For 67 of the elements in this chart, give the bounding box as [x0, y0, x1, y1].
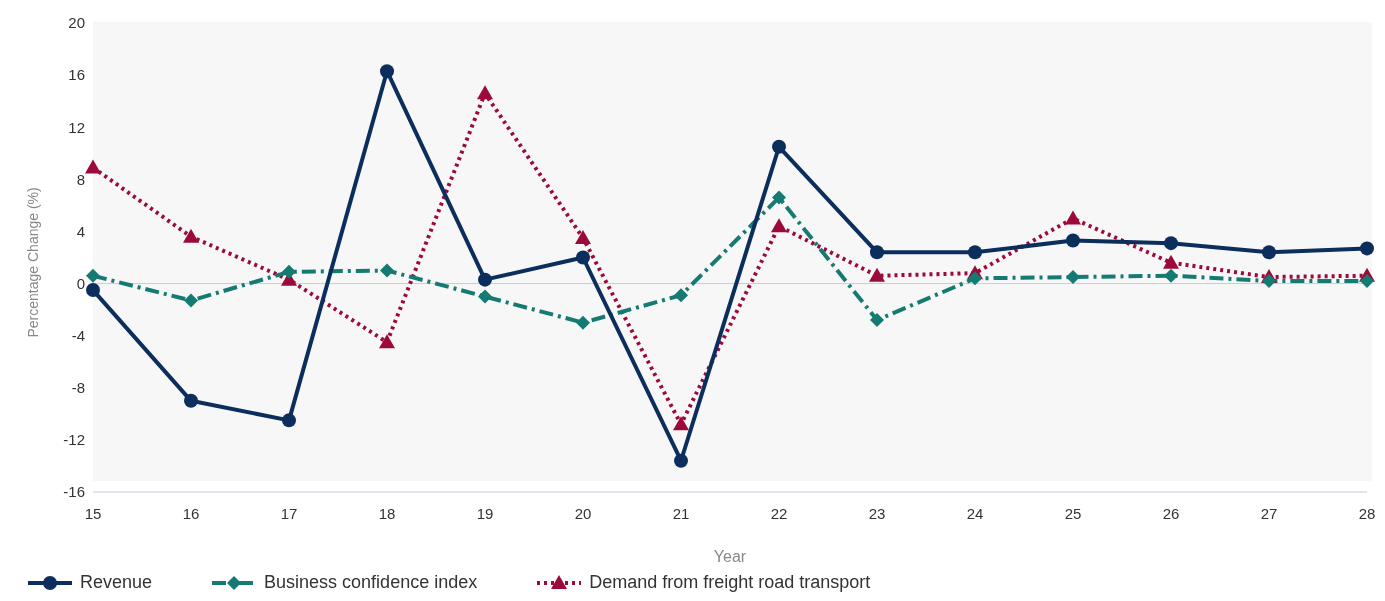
legend-label: Revenue	[80, 572, 153, 593]
y-tick-label: 8	[76, 170, 85, 188]
x-tick-label: 19	[476, 504, 494, 522]
y-tick-label: -12	[63, 431, 85, 449]
point	[183, 228, 199, 243]
x-tick-label: 28	[1358, 504, 1376, 522]
point	[1360, 241, 1374, 256]
point	[1262, 245, 1276, 260]
x-tick-label: 18	[378, 504, 396, 522]
point	[282, 264, 296, 279]
x-tick-label: 17	[280, 504, 298, 522]
point	[1164, 236, 1178, 251]
x-tick-label: 22	[770, 504, 788, 522]
point	[380, 263, 394, 278]
point	[968, 271, 982, 286]
x-tick-label: 23	[868, 504, 886, 522]
point	[379, 334, 395, 349]
y-tick-label: -4	[71, 326, 85, 344]
point	[85, 159, 101, 174]
x-axis-title: Year	[713, 548, 747, 565]
x-tick-label: 16	[182, 504, 200, 522]
point	[477, 85, 493, 100]
point	[86, 283, 100, 298]
y-tick-label: -16	[63, 483, 85, 501]
point	[1065, 210, 1081, 225]
x-tick-label: 27	[1260, 504, 1278, 522]
point	[1360, 273, 1374, 288]
x-tick-label: 26	[1162, 504, 1180, 522]
point	[870, 245, 884, 260]
point	[1163, 254, 1179, 269]
point	[870, 313, 884, 328]
point	[968, 245, 982, 260]
point	[86, 268, 100, 283]
point	[771, 218, 787, 233]
point	[575, 229, 591, 244]
point	[772, 139, 786, 154]
legend-label: Demand from freight road transport	[589, 572, 871, 593]
point	[282, 413, 296, 428]
point	[184, 393, 198, 408]
point	[673, 416, 689, 431]
x-tick-label: 20	[574, 504, 592, 522]
point	[576, 315, 590, 330]
point	[869, 267, 885, 282]
x-tick-label: 21	[672, 504, 690, 522]
point	[576, 250, 590, 265]
x-tick-label: 15	[84, 504, 102, 522]
point	[478, 272, 492, 287]
x-tick-label: 24	[966, 504, 984, 522]
y-axis-title: Percentage Change (%)	[24, 187, 41, 338]
y-tick-label: 12	[68, 118, 85, 136]
point	[184, 293, 198, 308]
point	[478, 289, 492, 304]
point	[674, 288, 688, 303]
y-tick-label: 4	[76, 222, 85, 240]
y-tick-label: 0	[76, 274, 85, 292]
point	[380, 64, 394, 79]
point	[1066, 270, 1080, 285]
x-tick-label: 25	[1064, 504, 1082, 522]
y-tick-label: 16	[68, 66, 85, 84]
legend-label: Business confidence index	[264, 572, 478, 593]
point	[1164, 268, 1178, 283]
point	[772, 190, 786, 205]
y-tick-label: -8	[71, 379, 85, 397]
y-tick-label: 20	[68, 14, 85, 32]
point	[674, 453, 688, 468]
point	[1262, 273, 1276, 288]
point	[1066, 233, 1080, 248]
